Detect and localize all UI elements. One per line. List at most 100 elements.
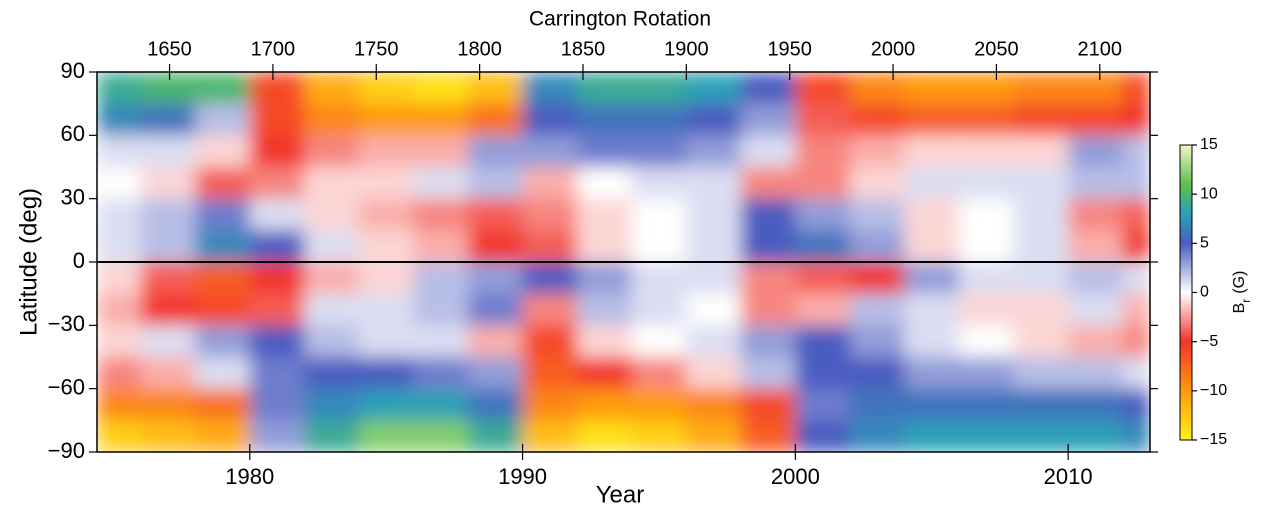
heatmap-cell (304, 72, 360, 105)
heatmap-cell (1013, 167, 1069, 200)
heatmap-cell (1013, 388, 1069, 421)
heatmap-cell (795, 198, 851, 231)
heatmap-cell (195, 72, 251, 105)
heatmap-cell (904, 135, 960, 168)
colorbar-title: Br (G) (1231, 271, 1253, 314)
heatmap-cell (577, 357, 633, 390)
heatmap-cell (577, 293, 633, 326)
heatmap-cell (686, 135, 742, 168)
colorbar-tick-label: −5 (1200, 333, 1218, 350)
heatmap-cell (97, 420, 142, 452)
heatmap-cell (740, 135, 796, 168)
heatmap-cell (577, 325, 633, 358)
x-axis-title: Year (596, 481, 645, 508)
heatmap-cell (904, 388, 960, 421)
colorbar-tick-label: 10 (1200, 185, 1218, 202)
heatmap-cell (1122, 325, 1150, 358)
heatmap-cell (1068, 135, 1124, 168)
heatmap-cell (686, 230, 742, 263)
heatmap-cell (140, 72, 196, 105)
heatmap-cell (1122, 420, 1150, 452)
heatmap-cell (140, 198, 196, 231)
heatmap-cell (358, 420, 414, 452)
heatmap-cell (97, 72, 142, 105)
heatmap-cell (904, 103, 960, 136)
heatmap-cell (249, 230, 305, 263)
heatmap-cell (795, 135, 851, 168)
heatmap-cell (304, 167, 360, 200)
heatmap-cell (140, 262, 196, 295)
y-tick-label: −90 (48, 438, 85, 463)
heatmap-cells (97, 72, 1150, 452)
heatmap-cell (522, 103, 578, 136)
heatmap-cell (904, 262, 960, 295)
heatmap-cell (577, 230, 633, 263)
heatmap-cell (577, 388, 633, 421)
heatmap-cell (849, 262, 905, 295)
heatmap-cell (522, 167, 578, 200)
heatmap-cell (304, 103, 360, 136)
heatmap-cell (97, 167, 142, 200)
heatmap-cell (1013, 293, 1069, 326)
heatmap-cell (249, 135, 305, 168)
heatmap-cell (468, 325, 524, 358)
y-tick-label: −60 (48, 374, 85, 399)
heatmap-cell (904, 167, 960, 200)
heatmap-cell (740, 167, 796, 200)
heatmap-cell (959, 230, 1015, 263)
heatmap-cell (140, 135, 196, 168)
heatmap-cell (522, 357, 578, 390)
heatmap-cell (468, 357, 524, 390)
heatmap-cell (195, 388, 251, 421)
colorbar-tick-label: 15 (1200, 136, 1218, 153)
heatmap-cell (959, 135, 1015, 168)
heatmap-cell (358, 230, 414, 263)
heatmap-cell (413, 230, 469, 263)
heatmap-cell (358, 72, 414, 105)
heatmap-cell (522, 388, 578, 421)
heatmap-cell (686, 198, 742, 231)
heatmap-cell (1122, 135, 1150, 168)
heatmap-cell (249, 198, 305, 231)
heatmap-cell (849, 357, 905, 390)
heatmap-cell (358, 198, 414, 231)
heatmap-cell (522, 198, 578, 231)
heatmap-cell (686, 388, 742, 421)
colorbar-tick-label: −10 (1200, 382, 1227, 399)
heatmap-cell (413, 325, 469, 358)
heatmap-cell (849, 167, 905, 200)
heatmap-cell (1013, 198, 1069, 231)
heatmap-cell (1122, 230, 1150, 263)
heatmap-cell (97, 198, 142, 231)
y-tick-label: 90 (61, 58, 85, 83)
heatmap-cell (1122, 357, 1150, 390)
heatmap-cell (1122, 262, 1150, 295)
heatmap-cell (304, 198, 360, 231)
heatmap-cell (358, 357, 414, 390)
heatmap-cell (959, 262, 1015, 295)
x2-tick-label: 1800 (457, 38, 502, 60)
heatmap-cell (631, 262, 687, 295)
heatmap-cell (195, 357, 251, 390)
heatmap-cell (631, 135, 687, 168)
heatmap-cell (1013, 262, 1069, 295)
heatmap-cell (140, 103, 196, 136)
x-tick-label: 1980 (225, 464, 274, 489)
heatmap-cell (140, 293, 196, 326)
heatmap-cell (195, 293, 251, 326)
heatmap-cell (97, 388, 142, 421)
heatmap-cell (249, 167, 305, 200)
heatmap-cell (1068, 72, 1124, 105)
heatmap-cell (358, 167, 414, 200)
heatmap-cell (740, 72, 796, 105)
heatmap-cell (304, 388, 360, 421)
heatmap-cell (1013, 420, 1069, 452)
heatmap-cell (1013, 103, 1069, 136)
heatmap-cell (195, 325, 251, 358)
heatmap-cell (686, 262, 742, 295)
x-tick-label: 2000 (771, 464, 820, 489)
heatmap-cell (468, 420, 524, 452)
heatmap-cell (959, 325, 1015, 358)
heatmap (97, 72, 1150, 452)
y-tick-label: 30 (61, 184, 85, 209)
